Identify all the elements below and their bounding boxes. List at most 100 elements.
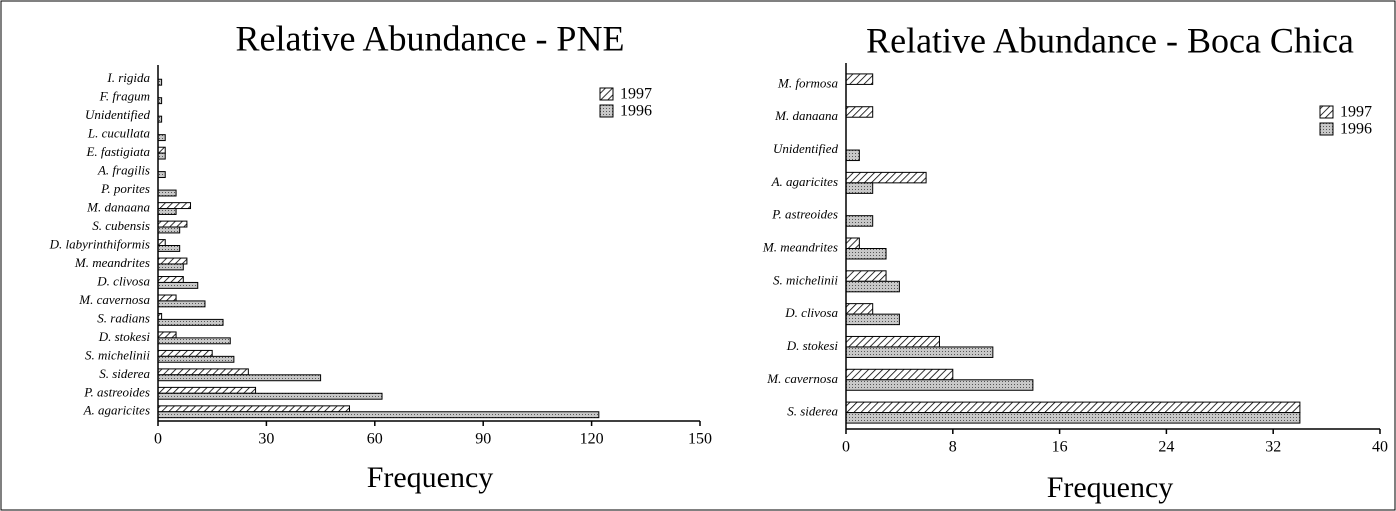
bar — [157, 374, 322, 382]
bar — [845, 106, 874, 118]
bar — [845, 270, 887, 282]
bar — [157, 245, 181, 252]
x-tick-label: 16 — [1052, 439, 1068, 456]
y-tick-label: M. cavernosa — [766, 371, 838, 386]
bar — [845, 335, 940, 348]
y-tick-label: S. siderea — [787, 404, 838, 419]
y-tick-label: P. astreoides — [83, 384, 150, 399]
x-tick-label: 60 — [367, 431, 383, 448]
y-tick-label: D. clivosa — [96, 273, 150, 288]
y-tick-label: A. fragilis — [97, 163, 150, 178]
bar — [157, 146, 166, 154]
y-tick-label: A. agaricites — [771, 174, 838, 189]
legend-swatch — [1319, 122, 1334, 136]
x-tick-label: 90 — [475, 431, 491, 448]
y-tick-label: L. cucullata — [87, 126, 151, 141]
y-tick-label: D. stokesi — [98, 329, 151, 344]
bar — [157, 239, 166, 247]
bar — [845, 182, 874, 194]
legend-label: 1997 — [620, 86, 652, 103]
legend-swatch — [599, 87, 614, 101]
y-tick-label: S. michelinii — [85, 347, 150, 362]
bar — [845, 280, 900, 293]
bar — [157, 202, 192, 210]
y-tick-label: M. danaana — [774, 108, 838, 123]
y-tick-label: A. agaricites — [83, 403, 150, 418]
bar — [845, 171, 927, 184]
x-axis-label: Frequency — [367, 461, 494, 494]
y-tick-label: Unidentified — [773, 141, 838, 156]
bar — [157, 411, 600, 419]
bar — [157, 220, 188, 228]
legend-swatch — [1319, 105, 1334, 119]
y-tick-label: S. cubensis — [92, 218, 150, 233]
bar — [157, 405, 351, 413]
x-tick-label: 32 — [1265, 439, 1281, 456]
y-tick-label: D. stokesi — [786, 338, 839, 353]
bar — [157, 349, 213, 357]
y-tick-label: Unidentified — [85, 107, 150, 122]
y-tick-label: D. labyrinthiformis — [49, 236, 150, 251]
bar — [157, 337, 231, 345]
x-tick-label: 120 — [580, 431, 604, 448]
legend-swatch — [599, 104, 614, 118]
y-tick-label: M. meandrites — [74, 255, 150, 270]
bar — [845, 313, 900, 326]
legend-label: 1996 — [620, 103, 652, 120]
bar — [157, 152, 166, 160]
x-tick-label: 150 — [688, 431, 712, 448]
x-tick-label: 0 — [842, 439, 850, 456]
bar — [845, 412, 1301, 424]
y-tick-label: F. fragum — [99, 89, 150, 104]
x-tick-label: 8 — [949, 439, 957, 456]
x-axis-label: Frequency — [1047, 471, 1174, 504]
y-tick-label: P. astreoides — [771, 207, 838, 222]
bar — [845, 73, 874, 85]
y-tick-label: I. rigida — [106, 70, 150, 85]
bar — [845, 215, 874, 227]
y-tick-label: M. meandrites — [762, 239, 838, 254]
bar — [157, 294, 177, 302]
bar — [157, 331, 177, 339]
bar — [845, 248, 887, 260]
y-tick-label: M. cavernosa — [78, 292, 150, 307]
x-tick-label: 0 — [154, 431, 162, 448]
y-tick-label: S. siderea — [99, 366, 150, 381]
bar — [845, 346, 994, 358]
bar — [845, 237, 860, 250]
bar — [157, 189, 177, 197]
bar — [157, 208, 177, 215]
y-tick-label: D. clivosa — [784, 305, 838, 320]
bar — [157, 281, 199, 289]
y-tick-label: P. porites — [100, 181, 150, 196]
bar — [157, 134, 166, 142]
x-tick-label: 30 — [258, 431, 274, 448]
bar — [157, 355, 235, 363]
bar — [845, 303, 874, 315]
x-tick-label: 40 — [1372, 439, 1388, 456]
bar — [157, 392, 383, 400]
chart-title: Relative Abundance - PNE — [236, 18, 625, 58]
y-tick-label: S. radians — [97, 310, 150, 325]
y-tick-label: M. formosa — [777, 75, 838, 90]
bar — [845, 401, 1301, 414]
bar — [157, 226, 181, 234]
bar — [157, 318, 224, 326]
x-tick-label: 24 — [1158, 439, 1174, 456]
bar — [845, 149, 860, 162]
bar — [845, 379, 1034, 391]
legend-label: 1996 — [1340, 121, 1372, 138]
y-tick-label: E. fastigiata — [85, 144, 150, 159]
y-tick-label: S. michelinii — [773, 272, 838, 287]
chart-title: Relative Abundance - Boca Chica — [866, 20, 1354, 60]
bar — [157, 257, 188, 265]
bar — [157, 171, 166, 179]
legend-label: 1997 — [1340, 104, 1372, 121]
bar — [157, 276, 184, 283]
bar — [157, 300, 206, 308]
y-tick-label: M. danaana — [86, 200, 150, 215]
bar — [157, 263, 184, 271]
bar — [157, 368, 249, 376]
